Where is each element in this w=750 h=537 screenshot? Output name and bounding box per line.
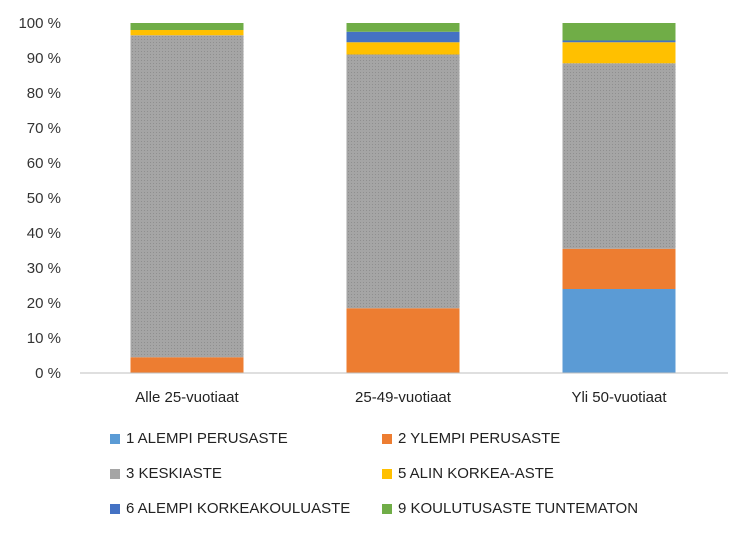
bar-segment	[130, 23, 244, 30]
bar-segment	[346, 31, 460, 43]
legend-item: 6 ALEMPI KORKEAKOULUASTE	[110, 500, 350, 517]
bar-segment	[346, 54, 460, 309]
legend-label: 6 ALEMPI KORKEAKOULUASTE	[126, 500, 351, 517]
legend-item: 3 KESKIASTE	[110, 465, 222, 482]
legend-label: 2 YLEMPI PERUSASTE	[398, 430, 561, 447]
bar-segment	[346, 42, 460, 55]
legend-item: 9 KOULUTUSASTE TUNTEMATON	[382, 500, 638, 517]
y-tick-label: 30 %	[27, 260, 61, 277]
y-tick-label: 50 %	[27, 190, 61, 207]
y-tick-label: 90 %	[27, 50, 61, 67]
x-category-label: 25-49-vuotiaat	[355, 389, 452, 406]
legend-swatch-1	[110, 433, 120, 444]
stacked-bar-chart: 0 % 10 % 20 % 30 % 40 % 50 % 60 % 70 % 80 % 90 % 1…	[18, 15, 728, 406]
legend-swatch-4	[382, 468, 392, 479]
bar-segment	[562, 23, 676, 41]
x-category-label: Yli 50-vuotiaat	[571, 389, 667, 406]
y-tick-label: 60 %	[27, 155, 61, 172]
legend-swatch-5	[110, 503, 120, 514]
legend-label: 5 ALIN KORKEA-ASTE	[398, 465, 554, 482]
legend-label: 3 KESKIASTE	[126, 465, 222, 482]
y-tick-label: 10 %	[27, 330, 61, 347]
bar-segment	[130, 30, 244, 36]
y-tick-label: 100 %	[18, 15, 61, 32]
y-tick-label: 80 %	[27, 85, 61, 102]
bar-segment	[562, 248, 676, 289]
bar-segment	[346, 23, 460, 32]
legend-label: 9 KOULUTUSASTE TUNTEMATON	[398, 500, 639, 517]
bar-segment	[130, 357, 244, 373]
legend-swatch-2	[382, 433, 392, 444]
bar-segment	[562, 42, 676, 64]
y-tick-label: 40 %	[27, 225, 61, 242]
bar-segment	[562, 63, 676, 249]
legend-item: 2 YLEMPI PERUSASTE	[382, 430, 560, 447]
bar-segment	[562, 40, 676, 43]
x-category-label: Alle 25-vuotiaat	[135, 389, 239, 406]
y-tick-label: 20 %	[27, 295, 61, 312]
y-tick-label: 70 %	[27, 120, 61, 137]
legend-item: 5 ALIN KORKEA-ASTE	[382, 465, 554, 482]
legend-swatch-6	[382, 503, 392, 514]
legend-swatch-3	[110, 468, 120, 479]
bar-segment	[346, 308, 460, 373]
bar-segment	[130, 35, 244, 358]
y-tick-label: 0 %	[35, 365, 61, 382]
legend-label: 1 ALEMPI PERUSASTE	[126, 430, 288, 447]
bar-segment	[562, 289, 676, 373]
legend-item: 1 ALEMPI PERUSASTE	[110, 430, 288, 447]
